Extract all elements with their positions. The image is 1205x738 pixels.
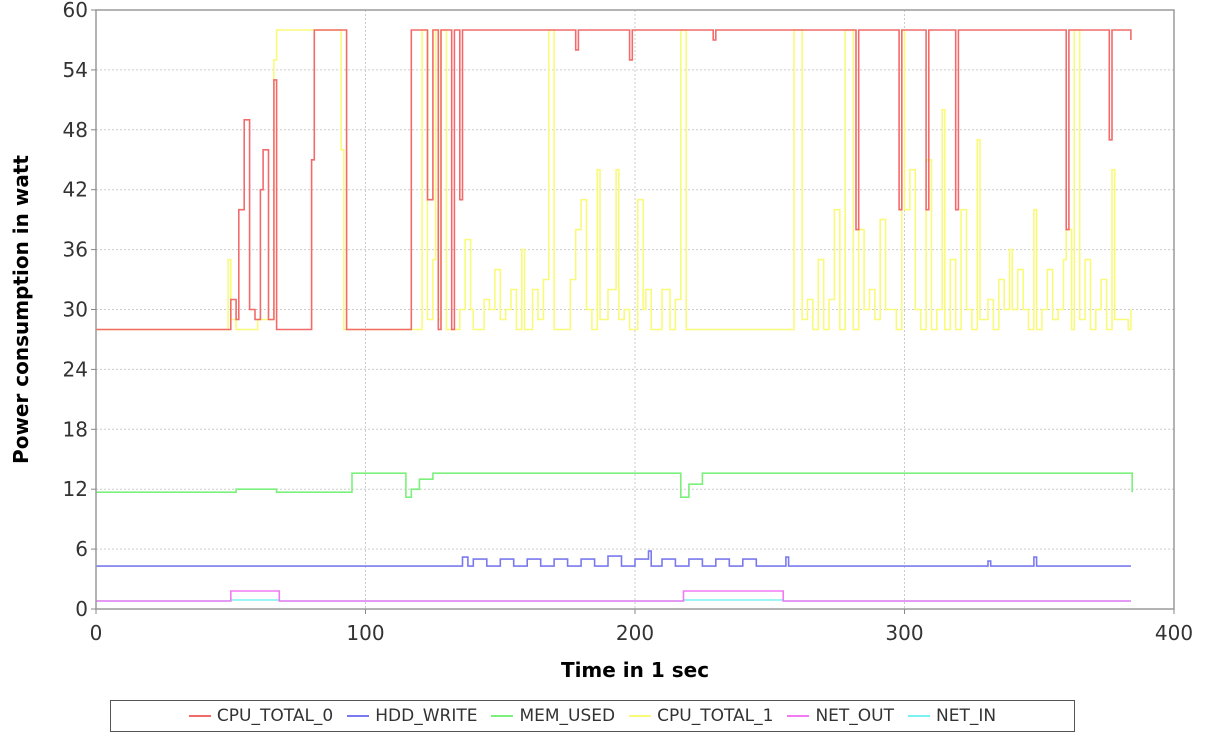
y-tick-label: 48 — [63, 118, 88, 142]
legend-item-cpu-total-0: CPU_TOTAL_0 — [188, 706, 334, 726]
legend-swatch — [787, 715, 810, 717]
series-layer — [96, 29, 1133, 602]
x-tick-label: 200 — [616, 621, 654, 645]
y-tick-label: 30 — [63, 298, 88, 322]
x-tick-label: 300 — [885, 621, 923, 645]
plot-area — [96, 10, 1174, 609]
y-tick-label: 54 — [63, 58, 88, 82]
series-line-mem-used — [96, 472, 1133, 498]
legend-label: CPU_TOTAL_0 — [216, 706, 334, 726]
series-line-cpu-total-1 — [96, 29, 1132, 331]
y-tick-label: 24 — [63, 357, 88, 381]
y-tick-label: 60 — [63, 0, 88, 22]
series-line-cpu-total-0 — [96, 29, 1132, 331]
legend-label: HDD_WRITE — [375, 706, 478, 726]
legend-item-cpu-total-1: CPU_TOTAL_1 — [629, 706, 773, 726]
legend-label: NET_OUT — [815, 706, 894, 726]
legend-swatch — [629, 715, 652, 717]
legend-swatch — [188, 715, 211, 717]
y-tick-label: 42 — [63, 178, 88, 202]
y-tick-label: 0 — [75, 597, 88, 621]
legend-swatch — [491, 715, 514, 717]
legend-item-mem-used: MEM_USED — [491, 706, 615, 726]
x-tick-label: 100 — [346, 621, 384, 645]
legend-swatch — [347, 715, 370, 717]
legend: CPU_TOTAL_0 HDD_WRITE MEM_USED CPU_TOTAL_1 N… — [110, 700, 1075, 732]
series-line-net-out — [96, 590, 1131, 602]
y-tick-label: 12 — [63, 477, 88, 501]
y-tick-label: 18 — [63, 417, 88, 441]
legend-label: NET_IN — [936, 706, 997, 726]
x-axis-title: Time in 1 sec — [561, 658, 709, 682]
legend-swatch — [908, 715, 930, 717]
legend-label: CPU_TOTAL_1 — [657, 706, 774, 726]
legend-item-net-out: NET_OUT — [787, 706, 894, 726]
legend-item-net-in: NET_IN — [908, 706, 996, 726]
legend-label: MEM_USED — [519, 706, 616, 726]
x-tick-label: 0 — [90, 621, 103, 645]
legend-item-hdd-write: HDD_WRITE — [347, 706, 477, 726]
y-tick-label: 6 — [75, 537, 88, 561]
y-axis: 0 6 12 18 24 30 36 42 48 54 60 — [63, 0, 96, 621]
series-line-hdd-write — [96, 550, 1131, 567]
x-tick-label: 400 — [1155, 621, 1193, 645]
chart-canvas: 0 6 12 18 24 30 36 42 48 54 60 0 100 200 300 400 Time … — [9, 0, 1193, 682]
y-tick-label: 36 — [63, 238, 88, 262]
y-axis-title: Power consumption in watt — [9, 155, 33, 464]
x-axis: 0 100 200 300 400 — [90, 609, 1193, 645]
